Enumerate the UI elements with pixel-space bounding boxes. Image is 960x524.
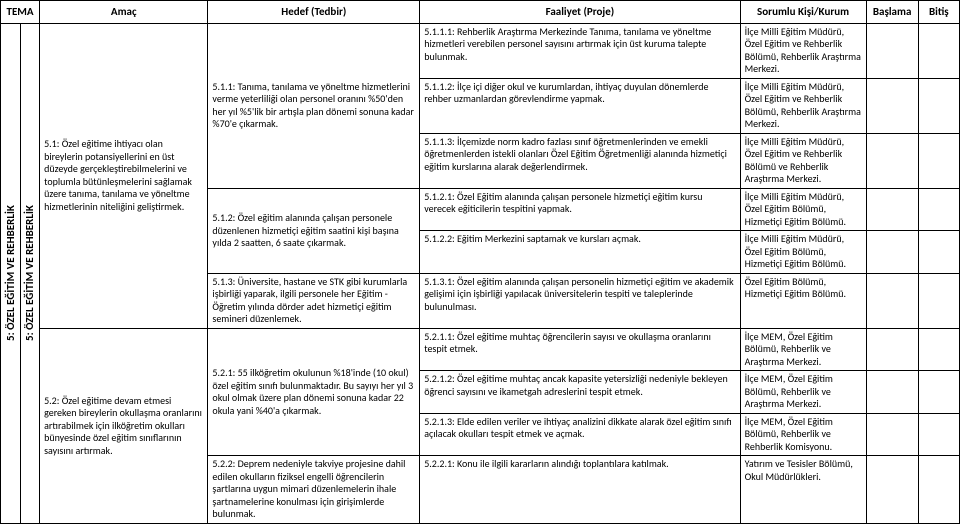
baslama-cell [866, 371, 918, 414]
bitis-cell [918, 273, 959, 328]
faaliyet-5-1-3-1: 5.1.3.1: Özel eğitim alanında çalışan pe… [420, 273, 740, 328]
sorumlu-5-2-1-1: İlçe MEM, Özel Eğitim Bölümü, Rehberlik … [740, 328, 866, 371]
baslama-cell [866, 328, 918, 371]
hdr-sorumlu: Sorumlu Kişi/Kurum [740, 1, 866, 24]
faaliyet-5-2-1-3: 5.2.1.3: Elde edilen veriler ve ihtiyaç … [420, 413, 740, 456]
sorumlu-5-1-3-1: Özel Eğitim Bölümü, Hizmetiçi Eğitim Böl… [740, 273, 866, 328]
hdr-bitis: Bitiş [918, 1, 959, 24]
sorumlu-5-1-1-2: İlçe Milli Eğitim Müdürü, Özel Eğitim ve… [740, 78, 866, 133]
tema-label: 5: ÖZEL EĞİTİM VE REHBERLİK [1, 23, 21, 523]
sorumlu-5-2-1-2: İlçe MEM, Özel Eğitim Bölümü, Rehberlik … [740, 371, 866, 414]
bitis-cell [918, 231, 959, 274]
baslama-cell [866, 413, 918, 456]
hdr-faaliyet: Faaliyet (Proje) [420, 1, 740, 24]
faaliyet-5-1-1-1: 5.1.1.1: Rehberlik Araştırma Merkezinde … [420, 23, 740, 78]
amac-5-2: 5.2: Özel eğitime devam etmesi gereken b… [40, 328, 208, 523]
hdr-amac: Amaç [40, 1, 208, 24]
baslama-cell [866, 231, 918, 274]
baslama-cell [866, 133, 918, 188]
faaliyet-5-1-1-3: 5.1.1.3: İlçemizde norm kadro fazlası sı… [420, 133, 740, 188]
hedef-5-1-2: 5.1.2: Özel eğitim alanında çalışan pers… [208, 188, 420, 273]
bitis-cell [918, 413, 959, 456]
sorumlu-5-2-1-3: İlçe MEM, Özel Eğitim Bölümü, Rehberlik … [740, 413, 866, 456]
baslama-cell [866, 188, 918, 231]
baslama-cell [866, 273, 918, 328]
bitis-cell [918, 328, 959, 371]
faaliyet-5-1-2-2: 5.1.2.2: Eğitim Merkezini saptamak ve ku… [420, 231, 740, 274]
hdr-hedef: Hedef (Tedbir) [208, 1, 420, 24]
bitis-cell [918, 23, 959, 78]
hdr-tema: TEMA [1, 1, 40, 24]
hedef-5-2-2: 5.2.2: Deprem nedeniyle takviye projesin… [208, 456, 420, 524]
tema-label-2: 5: ÖZEL EĞİTİM VE REHBERLİK [20, 23, 40, 523]
table-row: 5.2: Özel eğitime devam etmesi gereken b… [1, 328, 960, 371]
hedef-5-1-3: 5.1.3: Üniversite, hastane ve STK gibi k… [208, 273, 420, 328]
faaliyet-5-2-2-1: 5.2.2.1: Konu ile ilgili kararların alın… [420, 456, 740, 524]
header-row: TEMA Amaç Hedef (Tedbir) Faaliyet (Proje… [1, 1, 960, 24]
sorumlu-5-2-2-1: Yatırım ve Tesisler Bölümü, Okul Müdürlü… [740, 456, 866, 524]
sorumlu-5-1-2-1: İlçe Milli Eğitim Müdürü, Özel Eğitim Bö… [740, 188, 866, 231]
baslama-cell [866, 456, 918, 524]
bitis-cell [918, 78, 959, 133]
baslama-cell [866, 78, 918, 133]
faaliyet-5-2-1-1: 5.2.1.1: Özel eğitime muhtaç öğrencileri… [420, 328, 740, 371]
table-row: 5: ÖZEL EĞİTİM VE REHBERLİK 5: ÖZEL EĞİT… [1, 23, 960, 78]
plan-table: TEMA Amaç Hedef (Tedbir) Faaliyet (Proje… [0, 0, 960, 524]
amac-5-1: 5.1: Özel eğitime ihtiyacı olan bireyler… [40, 23, 208, 328]
bitis-cell [918, 133, 959, 188]
sorumlu-5-1-1-3: İlçe Milli Eğitim Müdürü, Özel Eğitim ve… [740, 133, 866, 188]
sorumlu-5-1-2-2: İlçe Milli Eğitim Müdürü, Özel Eğitim Bö… [740, 231, 866, 274]
hdr-baslama: Başlama [866, 1, 918, 24]
hedef-5-2-1: 5.2.1: 55 ilköğretim okulunun %18'inde (… [208, 328, 420, 456]
baslama-cell [866, 23, 918, 78]
bitis-cell [918, 188, 959, 231]
sorumlu-5-1-1-1: İlçe Milli Eğitim Müdürü, Özel Eğitim ve… [740, 23, 866, 78]
bitis-cell [918, 371, 959, 414]
faaliyet-5-2-1-2: 5.2.1.2: Özel eğitime muhtaç ancak kapas… [420, 371, 740, 414]
faaliyet-5-1-1-2: 5.1.1.2: İlçe içi diğer okul ve kurumlar… [420, 78, 740, 133]
bitis-cell [918, 456, 959, 524]
hedef-5-1-1: 5.1.1: Tanıma, tanılama ve yöneltme hizm… [208, 23, 420, 188]
faaliyet-5-1-2-1: 5.1.2.1: Özel Eğitim alanında çalışan pe… [420, 188, 740, 231]
